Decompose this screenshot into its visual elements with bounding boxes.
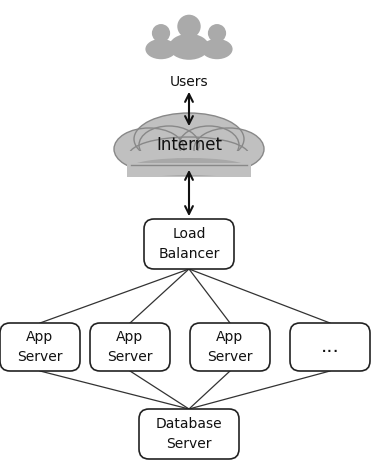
Circle shape (152, 24, 170, 43)
Circle shape (177, 15, 201, 38)
FancyBboxPatch shape (190, 323, 270, 371)
Ellipse shape (131, 158, 247, 176)
Circle shape (208, 24, 226, 43)
FancyBboxPatch shape (139, 409, 239, 459)
FancyBboxPatch shape (131, 163, 247, 175)
Ellipse shape (194, 128, 264, 170)
Ellipse shape (146, 39, 177, 59)
Ellipse shape (114, 128, 184, 170)
Text: App
Server: App Server (207, 330, 253, 364)
Text: Load
Balancer: Load Balancer (158, 227, 220, 261)
Ellipse shape (169, 34, 209, 60)
Text: Database
Server: Database Server (156, 417, 222, 451)
Text: App
Server: App Server (17, 330, 63, 364)
Text: Internet: Internet (156, 136, 222, 154)
Text: ...: ... (321, 338, 339, 357)
Ellipse shape (134, 113, 244, 165)
FancyBboxPatch shape (131, 147, 247, 175)
Ellipse shape (129, 137, 249, 173)
Text: App
Server: App Server (107, 330, 153, 364)
Ellipse shape (201, 39, 232, 59)
FancyBboxPatch shape (127, 151, 251, 177)
FancyBboxPatch shape (90, 323, 170, 371)
FancyBboxPatch shape (144, 219, 234, 269)
Ellipse shape (139, 126, 199, 164)
FancyBboxPatch shape (290, 323, 370, 371)
Ellipse shape (179, 126, 239, 164)
Text: Users: Users (170, 75, 208, 89)
FancyBboxPatch shape (0, 323, 80, 371)
